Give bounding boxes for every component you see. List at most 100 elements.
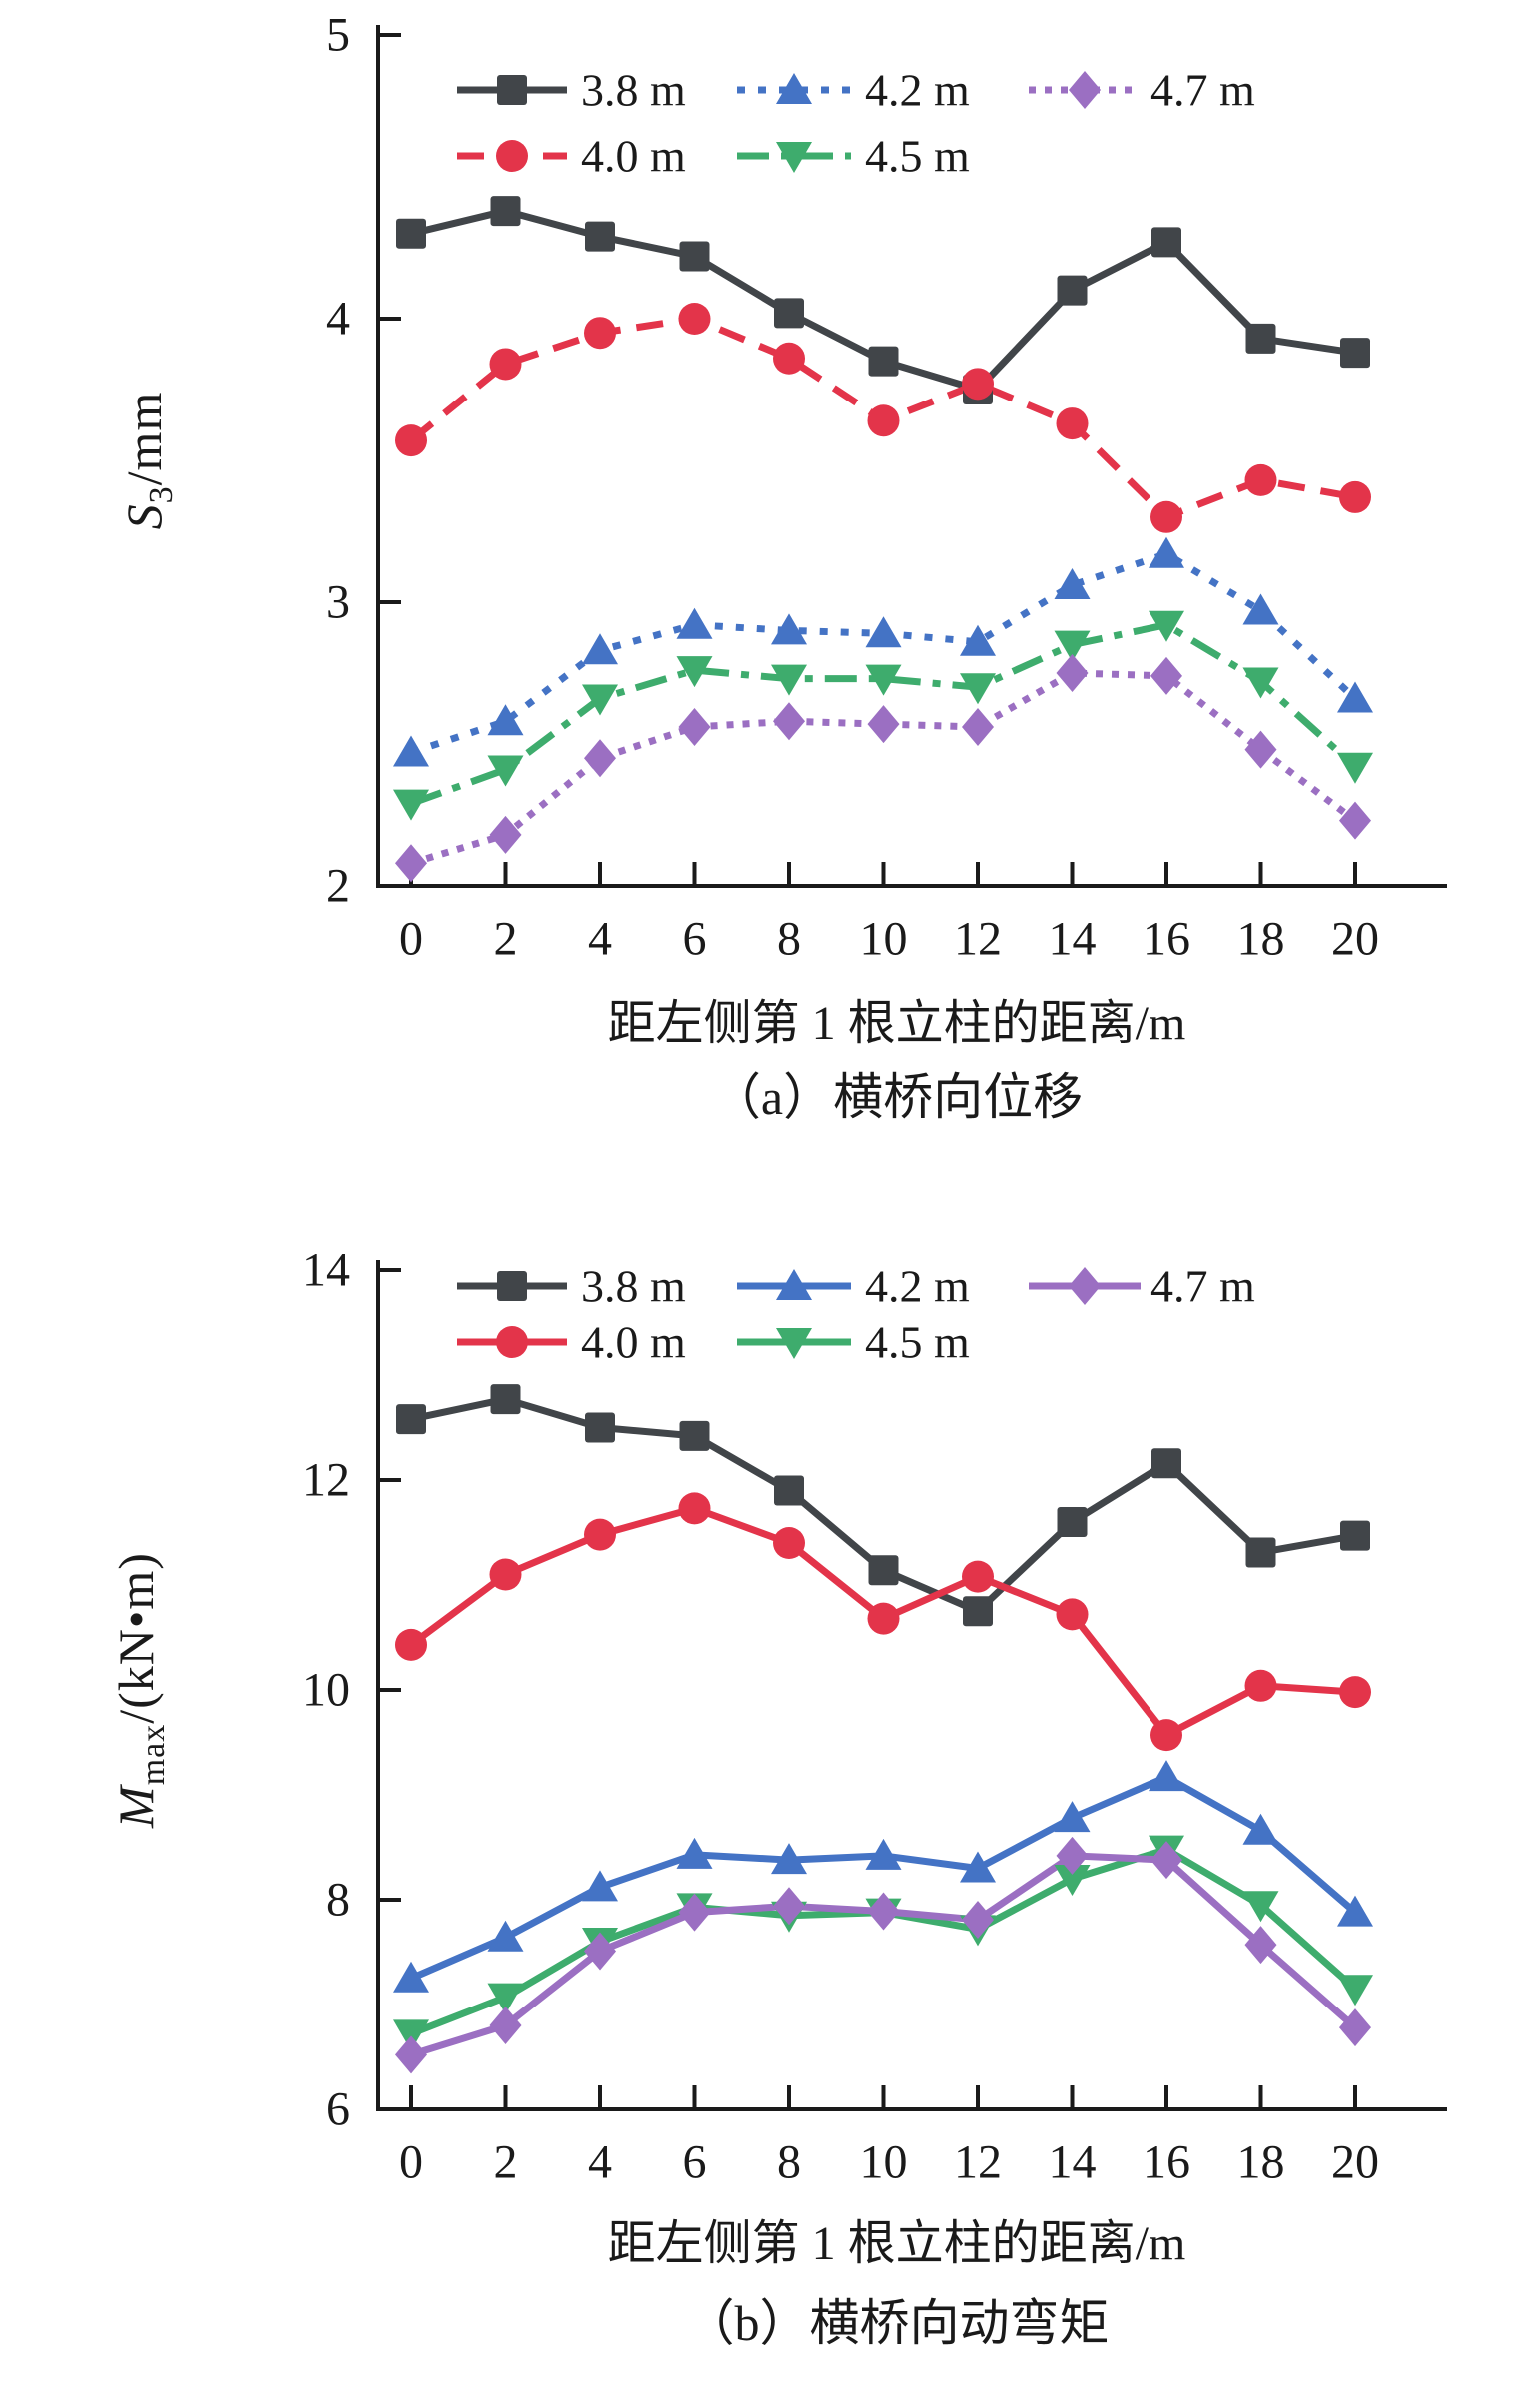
chart-b-series-4.7m-markers xyxy=(395,1836,1371,2074)
circle-marker xyxy=(1244,1669,1277,1702)
diamond-marker xyxy=(1150,656,1182,695)
triangle-down-marker xyxy=(676,656,713,688)
x-tick-label: 18 xyxy=(1237,913,1285,966)
legend-label: 4.7 m xyxy=(1150,65,1255,116)
circle-marker xyxy=(489,348,522,381)
triangle-down-marker xyxy=(1337,752,1373,784)
ylabel-b-symbol: M xyxy=(108,1785,164,1828)
triangle-up-marker xyxy=(1054,1801,1091,1833)
diamond-marker xyxy=(395,2035,427,2074)
circle-marker xyxy=(584,1518,616,1551)
legend-entry-4.2m: 4.2 m xyxy=(737,1261,970,1312)
triangle-up-marker xyxy=(960,624,996,656)
legend-square-marker xyxy=(497,1271,527,1301)
circle-marker xyxy=(1244,463,1277,496)
square-marker xyxy=(396,218,426,249)
circle-marker xyxy=(395,424,427,457)
diamond-marker xyxy=(489,2007,522,2044)
circle-marker xyxy=(962,1560,994,1593)
diamond-marker xyxy=(395,844,427,883)
circle-marker xyxy=(773,342,805,375)
x-tick-label: 18 xyxy=(1237,2136,1285,2189)
legend-circle-marker xyxy=(496,1326,528,1358)
chart-b-axes xyxy=(376,1260,1447,2111)
chart-a-legend: 3.8 m 4.0 m 4.2 m 4.5 m 4.7 m xyxy=(457,65,1255,182)
diamond-marker xyxy=(1339,2008,1371,2047)
diamond-marker xyxy=(1339,801,1371,840)
triangle-down-marker xyxy=(487,755,524,787)
chart-b-series-4.5m-line xyxy=(409,1846,1358,2037)
x-tick-label: 20 xyxy=(1331,2136,1379,2189)
legend-entry-4.0m: 4.0 m xyxy=(457,131,686,182)
series-path xyxy=(409,669,1358,867)
series-path xyxy=(409,621,1358,807)
circle-marker xyxy=(1150,500,1182,533)
circle-marker xyxy=(395,1628,427,1661)
circle-marker xyxy=(1056,407,1089,440)
chart-b-series-4.2m-markers xyxy=(393,1760,1373,1993)
circle-marker xyxy=(867,1602,900,1635)
triangle-down-marker xyxy=(960,673,996,705)
diamond-marker xyxy=(867,1892,900,1931)
x-tick-label: 10 xyxy=(860,913,908,966)
legend-triangle-up-marker xyxy=(776,1269,812,1300)
x-tick-label: 0 xyxy=(399,2136,423,2189)
diamond-marker xyxy=(1056,654,1089,692)
legend-entry-4.7m: 4.7 m xyxy=(1029,1261,1255,1312)
triangle-up-marker xyxy=(676,1837,713,1869)
triangle-up-marker xyxy=(676,607,713,639)
x-tick-label: 16 xyxy=(1143,913,1190,966)
circle-marker xyxy=(489,1558,522,1591)
square-marker xyxy=(1057,275,1088,306)
legend-circle-marker xyxy=(496,140,528,172)
legend-label: 4.7 m xyxy=(1150,1261,1255,1312)
triangle-up-marker xyxy=(1337,681,1373,713)
x-tick-label: 6 xyxy=(683,2136,707,2189)
y-tick-label: 2 xyxy=(326,860,350,913)
legend-entry-4.5m: 4.5 m xyxy=(737,1317,970,1368)
chart-a-series-4.2m-markers xyxy=(393,536,1373,767)
chart-a-series-4.5m-line xyxy=(409,621,1358,807)
chart-b-legend: 3.8 m4.0 m 4.2 m4.5 m 4.7 m xyxy=(457,1261,1255,1368)
square-marker xyxy=(963,1596,993,1627)
square-marker xyxy=(679,241,710,272)
x-tick-label: 2 xyxy=(494,913,518,966)
x-tick-label: 4 xyxy=(588,2136,612,2189)
ylabel-a-subscript: 3 xyxy=(143,485,180,504)
legend-triangle-up-marker xyxy=(776,73,812,104)
legend-entry-3.8m: 3.8 m xyxy=(457,1261,686,1312)
chart-a-x-axis-label: 距左侧第 1 根立柱的距离/m xyxy=(607,997,1186,1050)
square-marker xyxy=(774,1475,804,1506)
square-marker xyxy=(679,1420,710,1451)
square-marker xyxy=(868,1555,899,1586)
y-tick-label: 14 xyxy=(302,1244,350,1297)
diamond-marker xyxy=(1150,1841,1182,1880)
legend-label: 4.2 m xyxy=(865,65,970,116)
x-tick-label: 14 xyxy=(1049,913,1097,966)
triangle-down-marker xyxy=(582,684,618,716)
chart-b-tick-labels: 6 8 10 12 14 0 2 4 6 8 10 12 14 16 18 20 xyxy=(302,1244,1379,2189)
legend-entry-4.2m: 4.2 m xyxy=(737,65,970,116)
y-tick-label: 4 xyxy=(326,293,350,346)
series-path xyxy=(409,1846,1358,2037)
triangle-up-marker xyxy=(865,1838,902,1870)
square-marker xyxy=(585,221,615,252)
triangle-up-marker xyxy=(487,704,524,736)
circle-marker xyxy=(773,1527,805,1559)
triangle-up-marker xyxy=(1337,1895,1373,1927)
legend-label: 4.0 m xyxy=(581,131,686,182)
chart-a-series-4.7m-markers xyxy=(395,654,1371,883)
chart-a-series-4.7m-line xyxy=(409,669,1358,867)
ylabel-a-symbol: S xyxy=(116,503,172,530)
legend-entry-3.8m: 3.8 m xyxy=(457,65,686,116)
triangle-up-marker xyxy=(393,1961,429,1993)
triangle-up-marker xyxy=(960,1851,996,1883)
triangle-up-marker xyxy=(393,735,429,767)
triangle-up-marker xyxy=(771,1843,807,1875)
chart-b-caption: （b）横桥向动弯矩 xyxy=(684,2295,1110,2351)
legend-entry-4.0m: 4.0 m xyxy=(457,1317,686,1368)
triangle-up-marker xyxy=(1054,567,1091,599)
x-tick-label: 12 xyxy=(954,913,1002,966)
square-marker xyxy=(1245,1537,1276,1568)
